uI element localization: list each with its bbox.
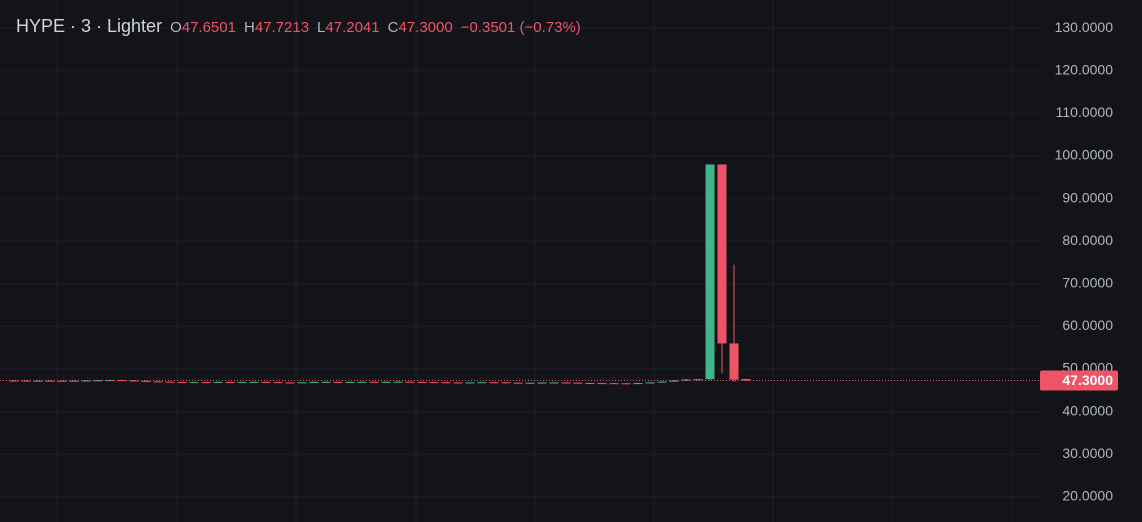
change: −0.3501 (−0.73%) <box>460 19 581 36</box>
ohlc-value: 47.6501 <box>181 19 236 36</box>
candle-body <box>177 382 187 384</box>
candle-body <box>585 382 595 384</box>
candle-body <box>261 381 271 383</box>
candle-body <box>681 379 691 381</box>
candle-body <box>165 381 175 383</box>
candle-body <box>549 382 559 384</box>
ohlc-key: H <box>243 19 255 36</box>
candle-body <box>729 343 739 380</box>
candle-body <box>237 382 247 384</box>
candle-body <box>297 382 307 384</box>
candle-body <box>213 382 223 384</box>
candle-body <box>201 382 211 384</box>
candle-body <box>57 380 67 382</box>
last-price-badge <box>1040 370 1118 391</box>
candle-body <box>69 380 79 382</box>
candle-body <box>609 383 619 385</box>
ohlc-value: 47.7213 <box>254 19 310 36</box>
candle-body <box>117 380 127 382</box>
y-tick-label: 90.0000 <box>1062 189 1113 205</box>
y-tick-label: 80.0000 <box>1062 232 1113 248</box>
candle-body <box>489 382 499 384</box>
candle-body <box>105 380 115 382</box>
candle-body <box>705 164 715 380</box>
y-tick-label: 120.0000 <box>1055 61 1114 77</box>
candle-body <box>477 382 487 384</box>
candle-body <box>225 382 235 384</box>
ohlc-value: 47.3000 <box>398 19 453 36</box>
ohlc-key: L <box>317 19 326 36</box>
candle-body <box>453 382 463 384</box>
candle-body <box>309 382 319 384</box>
ohlc-key: C <box>387 19 399 36</box>
candle-body <box>93 380 103 382</box>
candle-body <box>513 382 523 384</box>
y-tick-label: 30.0000 <box>1062 445 1113 461</box>
candle-body <box>561 382 571 384</box>
candle-body <box>633 383 643 385</box>
y-tick-label: 70.0000 <box>1062 275 1113 291</box>
candle-body <box>741 379 751 381</box>
y-tick-label: 20.0000 <box>1062 488 1113 504</box>
y-tick-label: 130.0000 <box>1055 19 1114 35</box>
y-tick-label: 100.0000 <box>1055 147 1114 163</box>
candle-body <box>621 383 631 385</box>
legend-header: HYPE · 3 · Lighter O 47.6501 H 47.7213 L 47… <box>16 16 581 37</box>
candle-body <box>537 382 547 384</box>
candle-body <box>321 381 331 383</box>
y-tick-label: 110.0000 <box>1056 104 1114 120</box>
candle-body <box>501 382 511 384</box>
y-tick-label: 40.0000 <box>1062 402 1113 418</box>
candle-body <box>441 382 451 384</box>
symbol: HYPE · 3 · Lighter <box>16 16 163 36</box>
candle-body <box>9 380 19 382</box>
candle-body <box>369 381 379 383</box>
candle-body <box>657 381 667 383</box>
candle-body <box>381 381 391 383</box>
candle-body <box>141 380 151 382</box>
candle-body <box>393 381 403 383</box>
candle-body <box>405 381 415 383</box>
candle-body <box>273 382 283 384</box>
last-price-label: 47.3000 <box>1062 372 1113 388</box>
candle-body <box>693 379 703 381</box>
candle-body <box>129 380 139 382</box>
candle-body <box>717 164 727 344</box>
candle-body <box>669 380 679 382</box>
candle-body <box>597 383 607 385</box>
candle-body <box>21 380 31 382</box>
candle-body <box>573 382 583 384</box>
ohlc-key: O <box>170 19 182 36</box>
candle-body <box>285 382 295 384</box>
y-tick-label: 60.0000 <box>1062 317 1113 333</box>
candle-body <box>525 382 535 384</box>
candle-body <box>357 381 367 383</box>
candle-body <box>153 381 163 383</box>
candle-body <box>429 382 439 384</box>
candle-body <box>189 382 199 384</box>
candle-body <box>249 381 259 383</box>
time-grid <box>56 0 1013 522</box>
candle-body <box>417 381 427 383</box>
candle-body <box>81 380 91 382</box>
candle-body <box>465 382 475 384</box>
ohlc-value: 47.2041 <box>325 19 380 36</box>
candle-body <box>345 381 355 383</box>
candle-body <box>33 380 43 382</box>
candle-body <box>333 381 343 383</box>
candle-body <box>645 382 655 384</box>
candle-body <box>45 380 55 382</box>
